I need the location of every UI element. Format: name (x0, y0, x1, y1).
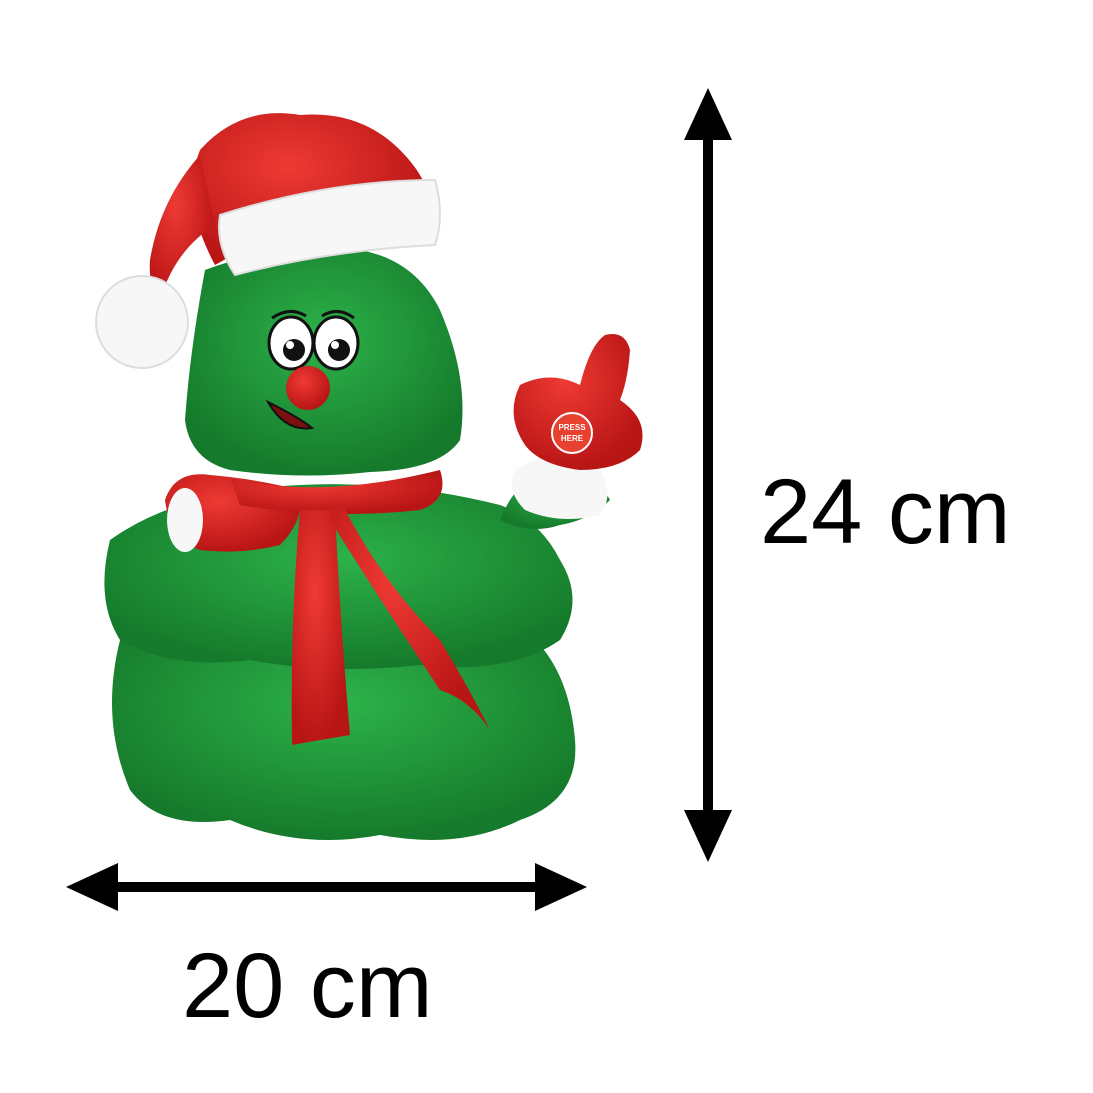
plush-christmas-tree-icon: PRESS HERE (95, 113, 643, 840)
svg-text:PRESS: PRESS (558, 423, 586, 432)
nose (286, 366, 330, 410)
press-here-button (551, 412, 593, 454)
hat-brim (218, 178, 441, 277)
santa-hat (95, 113, 441, 369)
height-arrow (684, 88, 732, 862)
scarf (230, 470, 490, 745)
glove-cuff (511, 457, 608, 519)
width-arrow (66, 863, 587, 911)
left-arm (165, 474, 301, 552)
glove (513, 334, 643, 470)
width-label: 20 cm (182, 935, 433, 1037)
svg-text:HERE: HERE (561, 434, 584, 443)
height-label: 24 cm (760, 461, 1011, 563)
mouth (265, 399, 315, 430)
face (265, 310, 360, 430)
right-arm: PRESS HERE (500, 334, 643, 529)
hat-pompom (95, 275, 189, 369)
